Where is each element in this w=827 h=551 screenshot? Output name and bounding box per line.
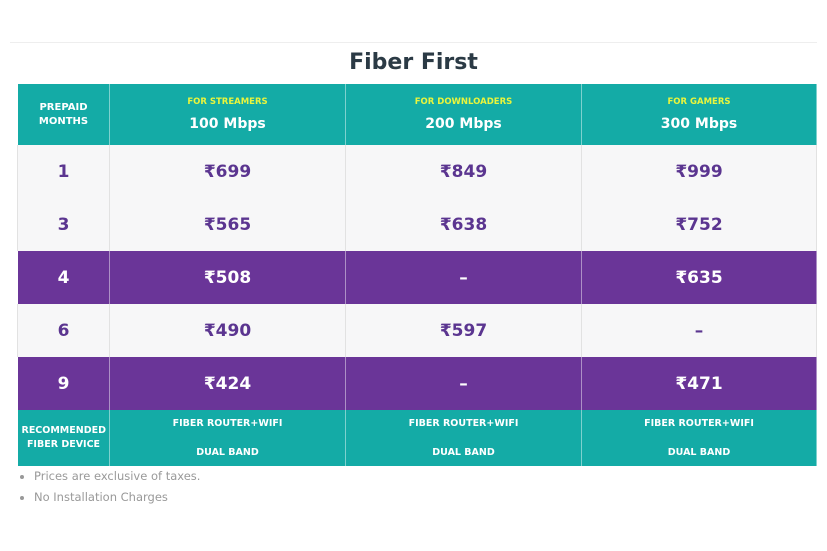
header-row: PREPAID MONTHS FOR STREAMERS 100 Mbps FOR… bbox=[17, 84, 817, 145]
price-cell: – bbox=[581, 304, 817, 357]
pricing-table: PREPAID MONTHS FOR STREAMERS 100 Mbps FOR… bbox=[17, 84, 817, 466]
months-cell: 3 bbox=[17, 198, 110, 251]
price-cell: ₹508 bbox=[109, 251, 346, 304]
price-cell: ₹490 bbox=[109, 304, 346, 357]
plan-tag: FOR STREAMERS bbox=[187, 97, 268, 107]
note: Prices are exclusive of taxes. bbox=[34, 466, 200, 487]
table-row: 1 ₹699 ₹849 ₹999 bbox=[17, 145, 817, 198]
device-line1: FIBER ROUTER+WIFI bbox=[644, 418, 754, 429]
device-cell: FIBER ROUTER+WIFI DUAL BAND bbox=[109, 410, 346, 466]
price-cell: ₹424 bbox=[109, 357, 346, 410]
price-cell: ₹471 bbox=[581, 357, 817, 410]
plan-speed: 300 Mbps bbox=[660, 116, 738, 132]
device-row: RECOMMENDED FIBER DEVICE FIBER ROUTER+WI… bbox=[17, 410, 817, 466]
price-cell: ₹635 bbox=[581, 251, 817, 304]
months-cell: 6 bbox=[17, 304, 110, 357]
months-cell: 1 bbox=[17, 145, 110, 198]
price-cell: – bbox=[345, 251, 582, 304]
table-row: 9 ₹424– ₹471 bbox=[17, 357, 817, 410]
months-cell: 4 bbox=[17, 251, 110, 304]
table-row: 3 ₹565 ₹638 ₹752 bbox=[17, 198, 817, 251]
price-cell: ₹638 bbox=[345, 198, 582, 251]
price-cell: ₹999 bbox=[581, 145, 817, 198]
months-header: PREPAID MONTHS bbox=[17, 84, 110, 145]
note: No Installation Charges bbox=[34, 487, 200, 508]
device-line2: DUAL BAND bbox=[196, 447, 259, 458]
plan-header: FOR GAMERS 300 Mbps bbox=[581, 84, 817, 145]
price-cell: ₹752 bbox=[581, 198, 817, 251]
plan-tag: FOR GAMERS bbox=[667, 97, 731, 107]
divider bbox=[10, 42, 817, 43]
table-row: 6 ₹490 ₹597– bbox=[17, 304, 817, 357]
table-row: 4 ₹508– ₹635 bbox=[17, 251, 817, 304]
device-line2: DUAL BAND bbox=[432, 447, 495, 458]
page-title: Fiber First bbox=[349, 50, 478, 75]
price-cell: ₹849 bbox=[345, 145, 582, 198]
price-cell: ₹597 bbox=[345, 304, 582, 357]
device-label: RECOMMENDED FIBER DEVICE bbox=[17, 410, 110, 466]
price-cell: ₹699 bbox=[109, 145, 346, 198]
device-cell: FIBER ROUTER+WIFI DUAL BAND bbox=[345, 410, 582, 466]
plan-speed: 100 Mbps bbox=[189, 116, 266, 132]
price-cell: – bbox=[345, 357, 582, 410]
plan-header: FOR DOWNLOADERS 200 Mbps bbox=[345, 84, 582, 145]
device-cell: FIBER ROUTER+WIFI DUAL BAND bbox=[581, 410, 817, 466]
device-line1: FIBER ROUTER+WIFI bbox=[172, 418, 283, 429]
months-label: PREPAID MONTHS bbox=[38, 101, 89, 127]
device-label-text: RECOMMENDED FIBER DEVICE bbox=[21, 425, 106, 450]
months-cell: 9 bbox=[17, 357, 110, 410]
device-line2: DUAL BAND bbox=[667, 447, 731, 458]
plan-speed: 200 Mbps bbox=[425, 116, 502, 132]
plan-header: FOR STREAMERS 100 Mbps bbox=[109, 84, 346, 145]
price-cell: ₹565 bbox=[109, 198, 346, 251]
plan-tag: FOR DOWNLOADERS bbox=[414, 97, 513, 107]
notes-list: Prices are exclusive of taxes. No Instal… bbox=[20, 466, 200, 508]
device-line1: FIBER ROUTER+WIFI bbox=[408, 418, 519, 429]
